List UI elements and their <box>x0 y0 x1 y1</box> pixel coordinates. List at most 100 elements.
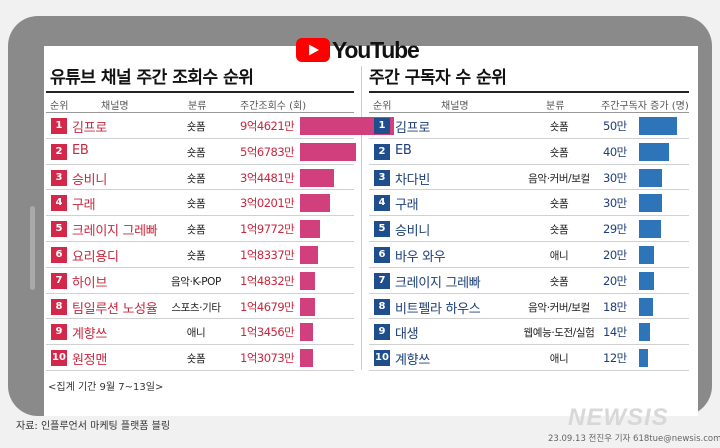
header-channel-name: 채널명 <box>441 101 469 112</box>
rank-badge: 8 <box>51 298 67 315</box>
value-bar <box>639 168 662 187</box>
header-weekly-subscribers: 주간구독자 증가 (명) <box>601 101 689 112</box>
reporter-credit: 23.09.13 전진우 기자 618tue@newsis.com <box>548 434 720 444</box>
value-label: 30만 <box>603 170 627 185</box>
youtube-play-icon-triangle <box>309 44 319 56</box>
channel-name: 요리용디 <box>72 249 119 265</box>
value-label: 20만 <box>603 247 627 262</box>
category-label: 음악·커버/보컬 <box>528 172 590 185</box>
value-bar <box>300 323 313 342</box>
newsis-watermark: NEWSIS <box>568 404 669 431</box>
rank-badge: 2 <box>374 143 390 160</box>
rank-badge: 4 <box>374 195 390 212</box>
category-label: 애니 <box>186 327 206 340</box>
category-label: 숏폼 <box>549 224 569 237</box>
channel-name: 승비니 <box>72 172 107 188</box>
category-label: 스포츠·기타 <box>171 301 221 314</box>
channel-name: 크레이지 그레빠 <box>395 275 481 291</box>
channel-name: EB <box>395 142 412 158</box>
value-bar <box>300 271 315 290</box>
value-bar <box>639 142 669 161</box>
value-bar <box>300 168 334 187</box>
rank-badge: 8 <box>374 298 390 315</box>
rank-badge: 5 <box>51 221 67 238</box>
channel-name: 구래 <box>395 198 419 214</box>
rank-badge: 1 <box>374 118 390 134</box>
value-label: 1억3456만 <box>240 325 295 340</box>
value-label: 1억9772만 <box>240 222 295 237</box>
value-bar <box>300 194 330 213</box>
rank-badge: 2 <box>51 143 67 160</box>
value-label: 1억3073만 <box>240 351 295 366</box>
category-label: 애니 <box>549 249 569 262</box>
channel-name: 김프로 <box>72 121 107 136</box>
rank-badge: 1 <box>51 118 67 134</box>
header-rank: 순위 <box>373 101 392 112</box>
subscriber-table-header: 순위 채널명 분류 주간구독자 증가 (명) <box>369 91 689 113</box>
table-row: 9 대생 웹예능·도전/실험 14만 <box>369 319 689 346</box>
value-bar <box>639 220 661 239</box>
value-label: 14만 <box>603 325 627 340</box>
category-label: 숏폼 <box>549 146 569 159</box>
value-label: 1억8337만 <box>240 247 295 262</box>
channel-name: EB <box>72 142 89 158</box>
value-label: 1억4679만 <box>240 299 295 314</box>
channel-name: 계향쓰 <box>395 353 430 369</box>
panel-divider <box>361 66 362 370</box>
youtube-logo: YouTube <box>296 36 420 63</box>
subscriber-ranking-title: 주간 구독자 수 순위 <box>369 68 507 88</box>
value-bar <box>300 142 356 161</box>
table-row: 8 비트펠라 하우스 음악·커버/보컬 18만 <box>369 294 689 320</box>
value-label: 3억0201만 <box>240 196 295 211</box>
rank-badge: 3 <box>51 169 67 186</box>
source-note: 자료: 인플루언서 마케팅 플랫폼 블링 <box>16 421 171 432</box>
channel-name: 승비니 <box>395 224 430 240</box>
rank-badge: 7 <box>374 272 390 289</box>
value-label: 29만 <box>603 222 627 237</box>
table-row: 4 구래 숏폼 30만 <box>369 190 689 217</box>
table-row: 1 김프로 숏폼 9억4621만 <box>46 113 394 139</box>
value-label: 20만 <box>603 273 627 288</box>
table-row: 3 승비니 숏폼 3억4481만 <box>46 165 354 191</box>
views-ranking-title: 유튜브 채널 주간 조회수 순위 <box>50 68 254 88</box>
channel-name: 대생 <box>395 327 419 343</box>
subscriber-ranking-panel: 주간 구독자 수 순위 순위 채널명 분류 주간구독자 증가 (명) 1 김프로 숏… <box>369 66 689 371</box>
views-table-header: 순위 채널명 분류 주간조회수 (회) <box>46 91 354 113</box>
table-row: 6 요리용디 숏폼 1억8337만 <box>46 242 354 268</box>
value-label: 1억4832만 <box>240 273 295 288</box>
value-bar <box>300 297 315 316</box>
value-bar <box>639 194 662 213</box>
channel-name: 비트펠라 하우스 <box>395 301 481 317</box>
rank-badge: 9 <box>51 324 67 341</box>
table-row: 4 구래 숏폼 3억0201만 <box>46 190 354 217</box>
value-bar <box>639 117 677 135</box>
rank-badge: 6 <box>374 246 390 263</box>
header-rank: 순위 <box>50 101 69 112</box>
header-weekly-views: 주간조회수 (회) <box>240 101 307 112</box>
header-channel-name: 채널명 <box>101 101 129 112</box>
category-label: 숏폼 <box>186 224 206 237</box>
youtube-play-icon <box>296 38 330 62</box>
youtube-logo-text: YouTube <box>332 36 420 63</box>
value-bar <box>639 245 654 264</box>
value-bar <box>300 117 394 135</box>
channel-name: 김프로 <box>395 121 430 136</box>
channel-name: 크레이지 그레빠 <box>72 224 158 240</box>
rank-badge: 10 <box>374 350 390 367</box>
category-label: 웹예능·도전/실험 <box>523 327 595 340</box>
rank-badge: 3 <box>374 169 390 186</box>
value-bar <box>300 220 320 239</box>
table-row: 7 하이브 음악·K-POP 1억4832만 <box>46 268 354 294</box>
table-row: 5 크레이지 그레빠 숏폼 1억9772만 <box>46 216 354 242</box>
table-row: 6 바우 와우 애니 20만 <box>369 242 689 268</box>
rank-badge: 7 <box>51 272 67 289</box>
channel-name: 팀일루션 노성율 <box>72 301 158 317</box>
table-row: 5 승비니 숏폼 29만 <box>369 216 689 242</box>
table-row: 7 크레이지 그레빠 숏폼 20만 <box>369 268 689 294</box>
rank-badge: 4 <box>51 195 67 212</box>
rank-badge: 5 <box>374 221 390 238</box>
value-label: 5억6783만 <box>240 144 295 159</box>
value-label: 30만 <box>603 196 627 211</box>
category-label: 숏폼 <box>549 121 569 133</box>
category-label: 숏폼 <box>186 249 206 262</box>
